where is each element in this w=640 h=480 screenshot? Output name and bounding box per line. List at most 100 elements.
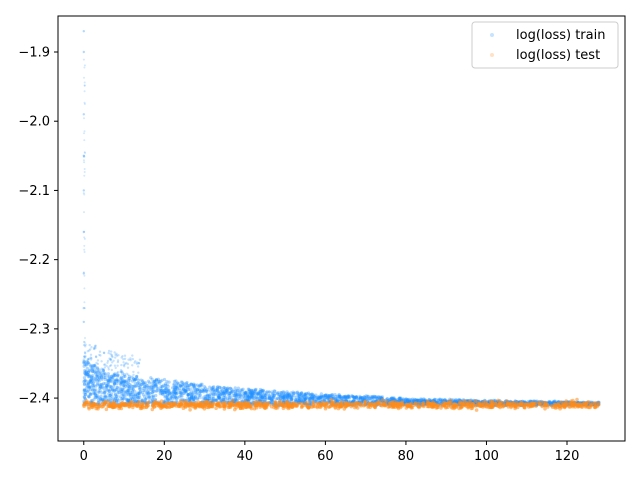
data-point-train [251,393,255,397]
data-point-train [282,396,286,401]
data-point-train [120,390,124,394]
data-point-train [218,385,222,389]
data-point-train [150,397,155,401]
data-point-train [263,396,267,400]
data-point-train [120,389,124,393]
data-point-train [277,393,281,397]
data-point-train [182,391,186,396]
data-point-train [255,394,259,399]
data-point-train [172,382,176,386]
data-point-train [138,387,142,391]
data-point-train [141,379,145,383]
data-point-train [227,396,231,400]
data-point-train [109,385,113,389]
data-point-test [474,408,479,412]
data-point-train [244,391,248,395]
data-point-train [124,379,128,383]
data-point-train [179,391,183,395]
data-point-test [477,403,482,407]
data-point-train [108,379,112,383]
data-point-test [564,399,568,403]
data-point-train [84,363,88,367]
data-point-train [370,397,374,401]
data-point-train [113,396,117,400]
data-point-train [226,387,230,391]
data-point-train [121,355,124,358]
data-point-train [254,397,258,401]
data-point-train [253,388,257,392]
data-point-train [311,397,315,401]
data-point-train [148,397,152,401]
data-point-train [130,393,134,397]
y-tick-label: −2.1 [18,184,50,199]
data-point-train [117,391,121,395]
data-point-train [352,395,356,399]
data-point-train [219,392,223,396]
data-point-train [117,354,120,357]
data-point-test [231,398,235,403]
data-point-train [93,363,96,366]
data-point-train [422,397,426,401]
data-point-test [509,401,513,405]
data-point-test [398,405,403,410]
data-point-train [227,397,232,401]
data-point-train [122,397,126,401]
data-point-train [295,391,299,395]
data-point-train [212,396,216,400]
legend-marker-test [490,53,494,57]
data-point-train [149,387,153,392]
data-point-train [354,395,358,399]
data-point-test [324,405,328,409]
data-point-train [172,396,176,400]
data-point-train [96,370,100,375]
data-point-test [498,405,502,410]
data-point-train [219,390,223,394]
data-point-train [151,389,155,393]
data-point-train [285,395,290,399]
data-point-train [91,378,95,382]
data-point-train [199,390,203,394]
data-point-train [137,383,141,387]
data-point-train [83,340,85,343]
data-point-train [405,399,410,403]
data-point-train [109,376,113,381]
data-point-train [172,383,176,387]
data-point-train [154,381,158,385]
data-point-train [89,375,94,380]
data-point-train [286,396,290,400]
data-point-train [147,386,151,390]
data-point-train [95,367,99,371]
data-point-train [82,30,86,33]
data-point-train [289,397,293,401]
data-point-train [82,320,86,324]
data-point-train [97,390,101,394]
data-point-test [538,402,542,407]
data-point-train [334,396,338,400]
data-point-train [82,388,86,392]
data-point-train [234,394,238,398]
data-point-train [249,394,254,398]
data-point-train [106,378,110,382]
data-point-train [83,211,85,214]
data-point-train [192,383,196,387]
data-point-test [435,405,440,410]
data-point-train [379,395,383,399]
data-point-train [134,393,138,397]
data-point-train [91,385,96,389]
data-point-train [129,391,133,395]
data-point-train [83,274,86,277]
data-point-train [260,396,264,400]
data-point-train [299,393,303,397]
data-point-train [186,383,190,388]
data-point-train [290,393,294,397]
data-point-train [83,90,86,93]
data-point-train [154,378,158,382]
data-point-train [83,307,86,310]
data-point-test [91,401,96,405]
data-point-train [91,381,95,385]
data-point-train [114,396,118,400]
data-point-train [264,397,268,401]
data-point-test [373,405,378,410]
data-point-train [142,382,147,386]
data-point-train [90,378,94,382]
